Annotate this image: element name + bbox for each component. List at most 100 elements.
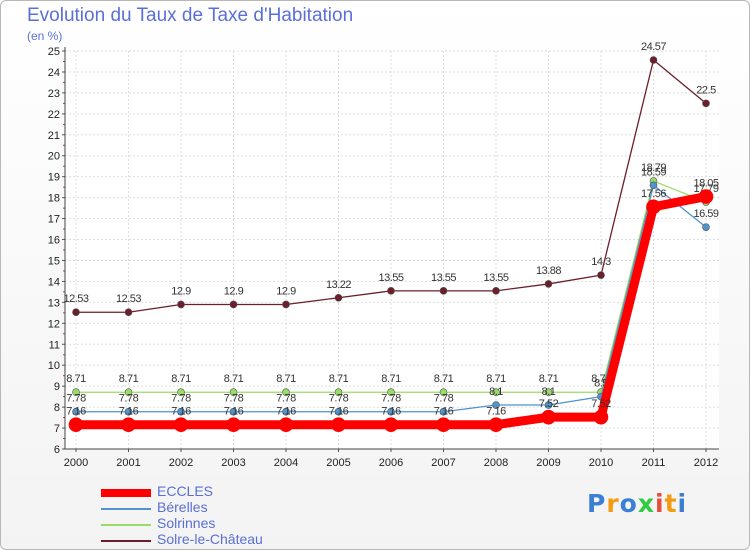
legend-label-eccles: ECCLES: [157, 483, 214, 499]
data-point-eccles: [593, 409, 609, 425]
data-label-eccles: 7.16: [224, 406, 244, 418]
y-tick-label: 11: [49, 339, 60, 351]
y-tick-label: 13: [48, 297, 60, 309]
y-tick-label: 6: [54, 444, 60, 456]
y-tick-label: 7: [54, 423, 60, 435]
data-label-solrinnes: 8.71: [66, 373, 86, 385]
data-label-b-relles: 18.59: [641, 166, 666, 178]
data-point-eccles: [488, 417, 504, 433]
data-label-b-relles: 7.78: [224, 393, 244, 405]
data-label-solre-le-ch-teau: 22.5: [696, 84, 716, 96]
data-label-b-relles: 7.78: [66, 393, 86, 405]
x-tick-label: 2010: [589, 457, 613, 469]
data-point-b-relles: [124, 407, 133, 416]
data-point-eccles: [121, 417, 136, 433]
data-point-solrinnes: [387, 388, 395, 397]
y-tick-label: 15: [48, 255, 60, 267]
legend-label-solrinnes: Solrinnes: [157, 515, 216, 531]
data-point-solrinnes: [334, 388, 343, 397]
data-point-solre-le-ch-teau: [334, 293, 343, 302]
data-label-solre-le-ch-teau: 24.57: [641, 41, 666, 53]
legend-item-eccles: ECCLES: [101, 483, 341, 501]
x-tick-label: 2009: [536, 457, 560, 469]
logo-letter: i: [655, 489, 665, 518]
data-label-eccles: 7.16: [171, 406, 191, 418]
data-label-eccles: 7.16: [381, 406, 401, 418]
legend-swatch-solrinnes: [101, 524, 151, 526]
legend-label-berelles: Bérelles: [157, 499, 208, 515]
logo-letter: r: [606, 489, 620, 518]
data-point-solre-le-ch-teau: [702, 99, 710, 108]
data-label-eccles: 7.16: [119, 406, 139, 418]
data-point-eccles: [278, 417, 294, 433]
data-point-b-relles: [334, 407, 343, 416]
y-tick-label: 19: [48, 172, 60, 184]
data-point-solrinnes: [544, 388, 553, 397]
data-label-solrinnes: 8.71: [539, 373, 559, 385]
y-tick-label: 10: [48, 360, 60, 372]
x-tick-label: 2000: [64, 457, 88, 469]
y-tick-label: 16: [48, 235, 60, 247]
data-point-eccles: [68, 417, 84, 433]
data-label-solrinnes: 8.71: [434, 373, 454, 385]
legend-label-solre-le-chateau: Solre-le-Château: [157, 531, 263, 547]
data-label-solrinnes: 8.71: [119, 373, 139, 385]
proxiti-logo: Proxiti: [587, 489, 687, 518]
data-point-b-relles: [387, 407, 395, 416]
y-tick-label: 23: [48, 88, 60, 100]
legend-swatch-solre-le-chateau: [101, 540, 151, 542]
y-tick-label: 24: [48, 67, 60, 79]
data-point-solre-le-ch-teau: [124, 308, 133, 317]
data-label-solre-le-ch-teau: 12.9: [171, 285, 191, 297]
data-label-solrinnes: 8.71: [276, 373, 296, 385]
x-tick-label: 2004: [274, 457, 298, 469]
legend-swatch-berelles: [101, 508, 151, 510]
data-point-b-relles: [544, 401, 553, 409]
x-tick-label: 2012: [694, 457, 718, 469]
data-point-b-relles: [702, 223, 710, 231]
data-point-solrinnes: [124, 388, 133, 397]
data-label-solre-le-ch-teau: 13.55: [378, 272, 403, 284]
y-tick-label: 14: [48, 276, 60, 288]
data-label-b-relles: 7.78: [329, 393, 349, 405]
data-label-solre-le-ch-teau: 14.3: [591, 256, 611, 268]
data-point-solrinnes: [282, 388, 290, 397]
data-label-b-relles: 7.78: [171, 393, 191, 405]
data-point-solre-le-ch-teau: [439, 287, 448, 295]
data-point-solrinnes: [72, 388, 80, 397]
data-label-solre-le-ch-teau: 12.9: [224, 285, 244, 297]
logo-letter: i: [677, 489, 688, 518]
y-tick-label: 21: [48, 130, 60, 142]
x-tick-label: 2005: [326, 457, 350, 469]
data-label-solrinnes: 8.71: [381, 373, 401, 385]
data-label-b-relles: 16.59: [693, 208, 718, 220]
data-label-solrinnes: 8.71: [329, 373, 349, 385]
data-label-solrinnes: 8.71: [224, 373, 244, 385]
legend-item-berelles: Bérelles: [101, 499, 341, 517]
data-label-b-relles: 7.78: [119, 393, 139, 405]
logo-letter: o: [619, 489, 638, 518]
x-tick-label: 2007: [431, 457, 455, 469]
chart-title: Evolution du Taux de Taxe d'Habitation: [27, 5, 354, 26]
data-label-eccles: 7.16: [434, 406, 454, 418]
chart-subtitle: (en %): [27, 29, 63, 43]
data-point-eccles: [173, 417, 189, 433]
data-point-eccles: [383, 417, 399, 433]
data-point-solre-le-ch-teau: [492, 287, 500, 295]
data-point-solrinnes: [492, 388, 500, 397]
legend-item-solrinnes: Solrinnes: [101, 515, 341, 533]
data-label-b-relles: 7.78: [434, 393, 454, 405]
data-label-solre-le-ch-teau: 12.53: [63, 293, 88, 305]
data-label-eccles: 7.16: [66, 406, 86, 418]
data-point-solrinnes: [229, 388, 238, 397]
y-tick-label: 8: [54, 402, 60, 414]
data-point-solre-le-ch-teau: [72, 308, 80, 317]
data-point-solre-le-ch-teau: [229, 300, 238, 309]
x-tick-label: 2008: [484, 457, 508, 469]
data-point-solre-le-ch-teau: [649, 56, 658, 64]
data-label-b-relles: 7.78: [276, 393, 296, 405]
data-label-solre-le-ch-teau: 12.53: [116, 293, 141, 305]
logo-letter: t: [664, 489, 678, 518]
